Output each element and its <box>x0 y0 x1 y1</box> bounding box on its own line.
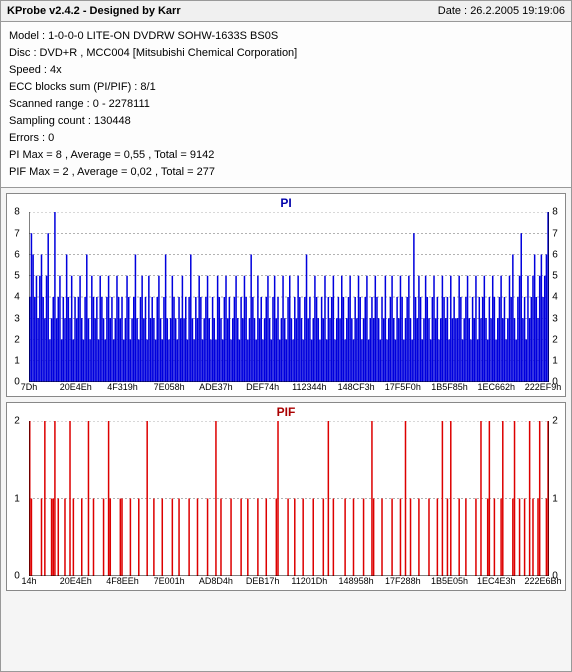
pif-plot: 012012 <box>29 421 543 576</box>
pif-chart-panel: PIF 012012 14h20E4Eh4F8EEh7E001hAD8D4hDE… <box>6 402 566 591</box>
pif-title: PIF <box>7 403 565 421</box>
date-label: Date : 26.2.2005 19:19:06 <box>438 5 565 17</box>
pif-xaxis: 14h20E4Eh4F8EEh7E001hAD8D4hDEB17h11201Dh… <box>29 576 543 590</box>
app-title: KProbe v2.4.2 - Designed by Karr <box>7 5 438 17</box>
meta-pi: PI Max = 8 , Average = 0,55 , Total = 91… <box>9 147 563 164</box>
meta-model: Model : 1-0-0-0 LITE-ON DVDRW SOHW-1633S… <box>9 28 563 45</box>
header: KProbe v2.4.2 - Designed by Karr Date : … <box>1 1 571 22</box>
pi-xaxis: 7Dh20E4Eh4F319h7E058hADE37hDEF74h112344h… <box>29 382 543 396</box>
meta-disc: Disc : DVD+R , MCC004 [Mitsubishi Chemic… <box>9 45 563 62</box>
pi-chart-panel: PI 012345678012345678 7Dh20E4Eh4F319h7E0… <box>6 193 566 397</box>
pi-title: PI <box>7 194 565 212</box>
meta-ecc: ECC blocks sum (PI/PIF) : 8/1 <box>9 79 563 96</box>
pi-plot: 012345678012345678 <box>29 212 543 382</box>
meta-speed: Speed : 4x <box>9 62 563 79</box>
meta-range: Scanned range : 0 - 2278111 <box>9 96 563 113</box>
meta-errors: Errors : 0 <box>9 130 563 147</box>
meta-sampling: Sampling count : 130448 <box>9 113 563 130</box>
metadata-panel: Model : 1-0-0-0 LITE-ON DVDRW SOHW-1633S… <box>1 22 571 188</box>
meta-pif: PIF Max = 2 , Average = 0,02 , Total = 2… <box>9 164 563 181</box>
